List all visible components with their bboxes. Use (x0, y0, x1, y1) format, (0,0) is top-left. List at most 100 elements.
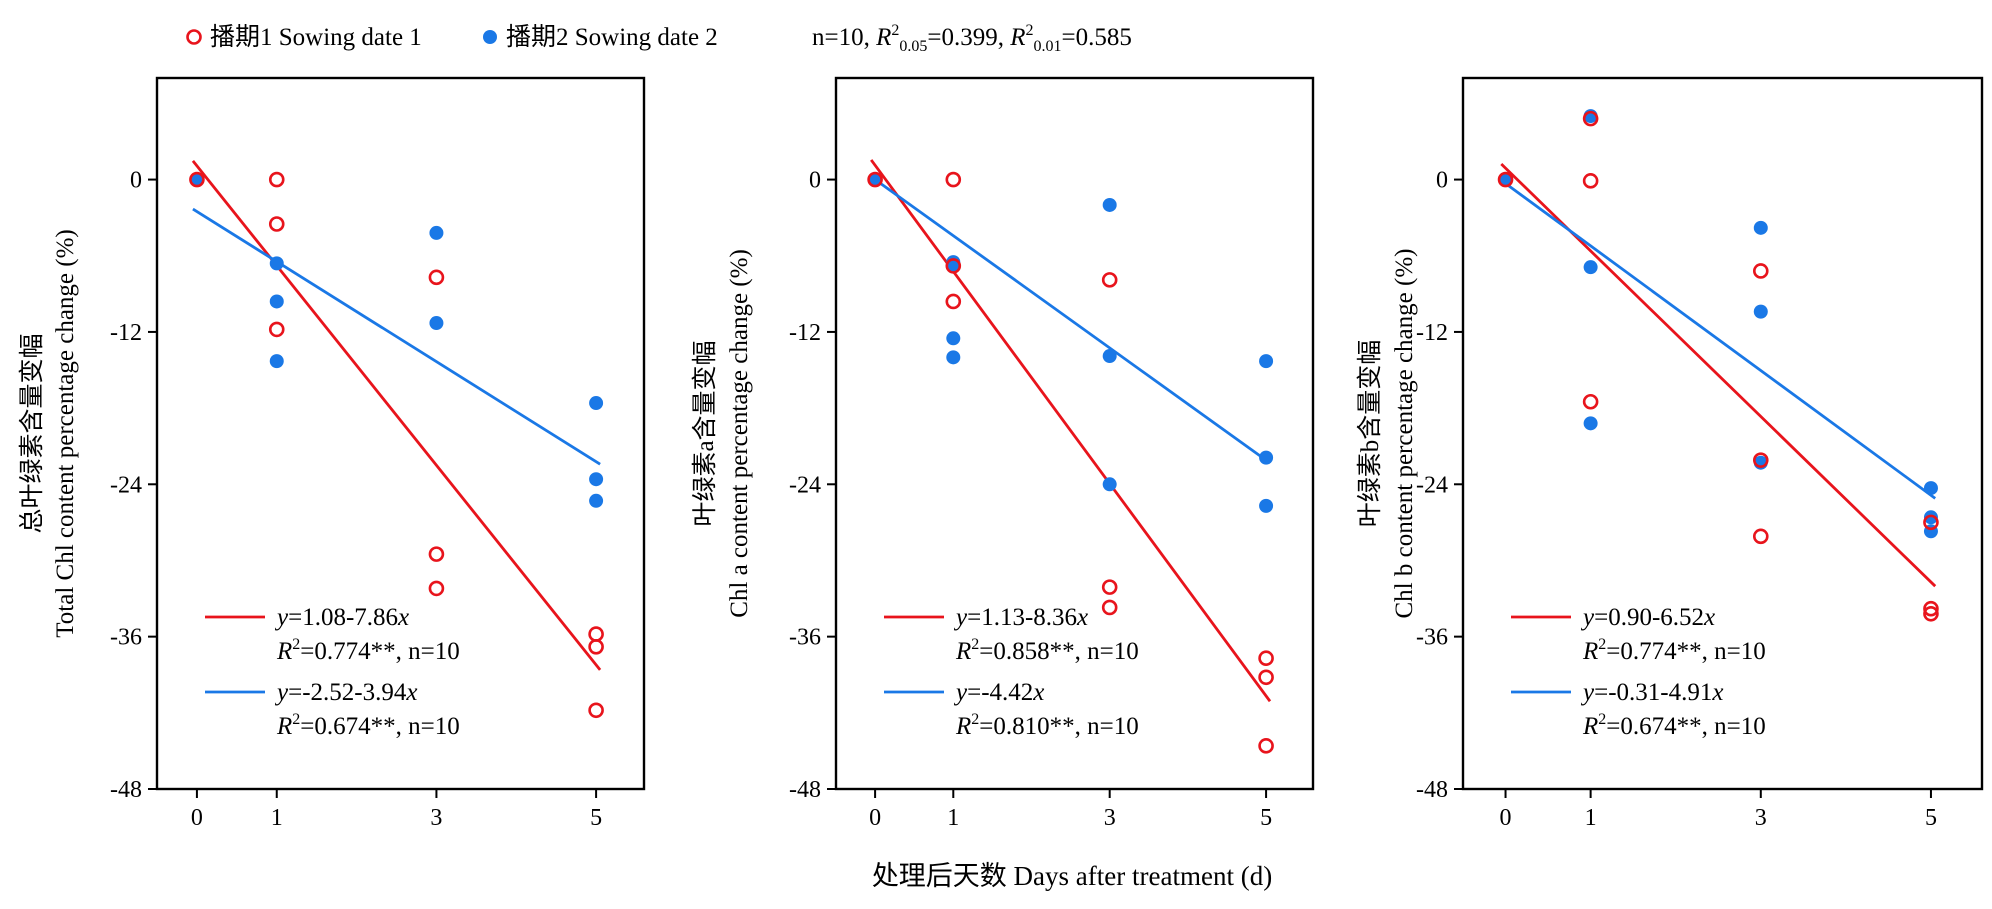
data-point-sowing-date-2 (868, 172, 883, 187)
data-point-sowing-date-2 (429, 316, 444, 331)
fit-r2-1: R2=0.858**, n=10 (955, 636, 1139, 665)
data-point-sowing-date-1 (1101, 272, 1118, 288)
legend-sub-001: 0.01 (1034, 38, 1062, 55)
fit-equation-2: y=-0.31-4.91x (1580, 679, 1723, 706)
fit-r2-2: R2=0.810**, n=10 (955, 711, 1139, 740)
y-tick-label: -12 (1416, 320, 1448, 346)
fit-r2-2: R2=0.674**, n=10 (1582, 711, 1766, 740)
data-point-sowing-date-2 (1102, 349, 1117, 364)
data-point-sowing-date-2 (946, 258, 961, 273)
data-point-sowing-date-1 (867, 171, 883, 188)
y-tick-label: -24 (1416, 472, 1448, 498)
legend-stat-r001: =0.585 (1062, 24, 1132, 51)
data-point-sowing-date-1 (268, 321, 285, 338)
data-point-sowing-date-2 (1259, 498, 1274, 513)
data-point-sowing-date-2 (1259, 354, 1274, 369)
data-point-sowing-date-1 (268, 216, 285, 232)
y-tick-label: 0 (130, 168, 142, 194)
data-point-sowing-date-1 (1582, 110, 1599, 127)
data-point-sowing-date-2 (1498, 172, 1513, 187)
data-point-sowing-date-2 (589, 493, 604, 508)
legend-stats: n=10, R20.05=0.399, R20.01=0.585 (812, 22, 1132, 55)
data-point-sowing-date-1 (1752, 263, 1769, 279)
y-tick-label: -12 (789, 320, 821, 346)
x-tick-label: 5 (1925, 805, 1937, 831)
x-tick-label: 0 (1500, 805, 1512, 831)
x-tick-label: 1 (947, 805, 959, 831)
y-tick-label: 0 (1436, 168, 1448, 194)
data-point-sowing-date-2 (269, 294, 284, 309)
y-axis-label-english: Total Chl content percentage change (%) (52, 229, 79, 637)
data-point-sowing-date-1 (1582, 393, 1599, 410)
legend-r-letter-2: R (1009, 24, 1025, 51)
x-tick-label: 1 (1585, 805, 1597, 831)
y-tick-label: -48 (789, 777, 821, 803)
legend-sup-1: 2 (891, 22, 899, 39)
legend-series1-label: 播期1 Sowing date 1 (210, 23, 422, 51)
legend-stat-r005: =0.399, (927, 24, 1004, 51)
chart-panel-1: 0 -12 -24 -36 -48 0 1 3 5 总叶绿素含量变幅 Total Chl conte… (18, 76, 646, 831)
data-point-sowing-date-1 (1582, 173, 1599, 189)
data-point-sowing-date-1 (588, 702, 604, 719)
chart-panel-3: 0 -12 -24 -36 -48 0 1 3 5 叶绿素b含量变幅 Chl b content p… (1356, 76, 1984, 831)
data-point-sowing-date-1 (1923, 600, 1939, 617)
data-point-sowing-date-2 (1923, 510, 1938, 525)
data-point-sowing-date-1 (588, 626, 604, 642)
data-point-sowing-date-1 (428, 546, 445, 562)
data-point-sowing-date-2 (429, 225, 444, 240)
data-point-sowing-date-2 (589, 472, 604, 487)
data-point-sowing-date-1 (945, 171, 962, 188)
chart-panel-2: 0 -12 -24 -36 -48 0 1 3 5 叶绿素a含量变幅 Chl a content p… (691, 76, 1315, 831)
legend-sup-2: 2 (1026, 22, 1034, 39)
data-point-sowing-date-2 (1753, 220, 1768, 235)
x-tick-label: 3 (1104, 805, 1116, 831)
data-point-sowing-date-2 (269, 354, 284, 369)
y-tick-label: -36 (789, 625, 821, 651)
x-tick-label: 3 (430, 805, 442, 831)
data-point-sowing-date-2 (1583, 260, 1598, 275)
plot-frame (155, 76, 646, 791)
data-point-sowing-date-1 (428, 269, 445, 286)
legend-series2-label: 播期2 Sowing date 2 (506, 23, 718, 51)
y-tick-label: -48 (110, 777, 142, 803)
fit-r2-2: R2=0.674**, n=10 (276, 711, 460, 740)
x-tick-label: 5 (590, 805, 602, 831)
y-tick-label: -24 (789, 472, 821, 498)
fit-equation-1: y=1.08-7.86x (274, 604, 409, 631)
y-axis-label-chinese: 总叶绿素含量变幅 (18, 333, 46, 533)
regression-line-series-1 (191, 159, 602, 671)
data-point-sowing-date-1 (588, 638, 604, 655)
data-point-sowing-date-2 (1753, 304, 1768, 319)
y-axis-label-chinese: 叶绿素b含量变幅 (1356, 340, 1384, 528)
y-tick-label: 0 (809, 168, 821, 194)
y-axis-label-english: Chl a content percentage change (%) (726, 249, 753, 618)
x-tick-label: 5 (1260, 805, 1272, 831)
x-tick-label: 0 (191, 805, 203, 831)
fit-equation-1: y=1.13-8.36x (953, 604, 1088, 631)
chart-panels: 0 -12 -24 -36 -48 0 1 3 5 总叶绿素含量变幅 Total Chl conte… (18, 76, 1984, 831)
data-point-sowing-date-1 (1752, 528, 1769, 545)
data-point-sowing-date-2 (1923, 481, 1938, 496)
y-axis-label-english: Chl b content percentage change (%) (1391, 249, 1418, 619)
top-legend: 播期1 Sowing date 1 播期2 Sowing date 2 n=10… (186, 22, 1132, 55)
data-point-sowing-date-1 (1923, 605, 1939, 622)
fit-r2-1: R2=0.774**, n=10 (1582, 636, 1766, 665)
data-point-sowing-date-1 (945, 258, 962, 274)
data-point-sowing-date-2 (1102, 477, 1117, 492)
data-point-sowing-date-1 (1101, 599, 1118, 616)
data-point-sowing-date-1 (1923, 514, 1939, 531)
data-point-sowing-date-1 (1258, 738, 1274, 754)
x-axis-label: 处理后天数 Days after treatment (d) (872, 861, 1272, 891)
x-tick-label: 3 (1755, 805, 1767, 831)
data-point-sowing-date-1 (1101, 579, 1118, 595)
x-tick-label: 1 (271, 805, 283, 831)
data-point-sowing-date-2 (189, 172, 204, 187)
y-tick-label: -12 (110, 320, 142, 346)
fit-equation-1: y=0.90-6.52x (1580, 604, 1715, 631)
y-tick-label: -24 (110, 472, 142, 498)
data-point-sowing-date-2 (1102, 197, 1117, 212)
regression-line-series-1 (870, 159, 1272, 703)
data-point-sowing-date-2 (946, 350, 961, 365)
data-point-sowing-date-1 (1752, 452, 1769, 468)
